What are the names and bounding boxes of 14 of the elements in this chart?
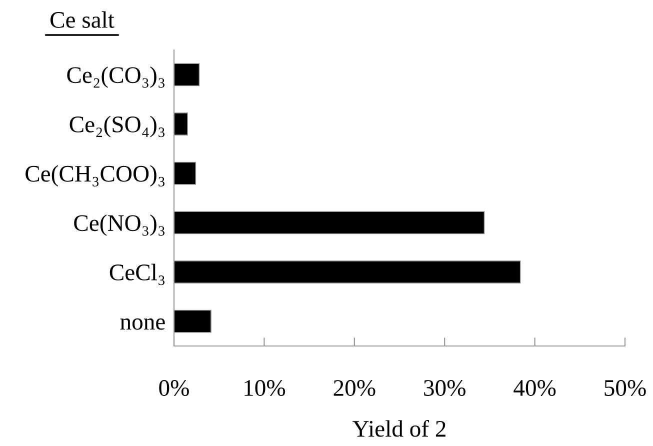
- y-tick-label: Ce₂(SO₄)₃: [70, 116, 164, 138]
- y-tick-label: Ce(CH₃COO)₃: [26, 165, 164, 187]
- x-tick-label: 40%: [514, 380, 556, 396]
- x-axis-title: Yield of 2: [352, 420, 446, 437]
- x-tick-label: 50%: [604, 380, 646, 396]
- text: Ce salt: [50, 11, 114, 28]
- y-tick-label: Ce(NO₃)₃: [74, 214, 164, 236]
- y-tick-label: Ce₂(CO₃)₃: [67, 66, 164, 88]
- y-tick-label: none: [120, 318, 165, 330]
- x-tick-label: 10%: [244, 380, 286, 396]
- x-tick-label: 20%: [334, 380, 376, 396]
- y-tick-label: CeCl₃: [110, 264, 164, 286]
- x-tick-label: 30%: [424, 380, 466, 396]
- x-tick-label: 0%: [159, 380, 189, 396]
